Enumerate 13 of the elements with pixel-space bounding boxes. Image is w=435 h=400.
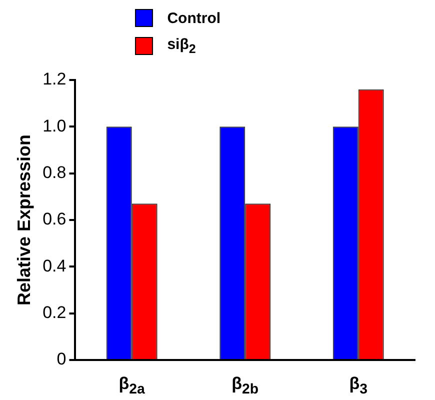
y-axis-title: Relative Expression: [14, 134, 34, 306]
x-tick-label: β$_{2a}$: [118, 374, 145, 398]
y-tick-label: 0.2: [42, 303, 66, 322]
y-tick-label: 0.4: [42, 256, 66, 276]
legend-label: Control: [167, 10, 221, 26]
x-tick-label: β$_{3}$: [349, 374, 368, 398]
x-tick-label: β$_{2b}$: [232, 374, 259, 398]
legend-label: siβ$_{2}$: [167, 36, 196, 56]
y-tick-label: 0.8: [42, 163, 66, 182]
y-tick-label: 0.6: [42, 210, 66, 229]
y-tick-label: 1.0: [42, 116, 66, 136]
y-tick-label: 0: [56, 350, 66, 369]
y-tick-label: 1.2: [42, 70, 66, 89]
